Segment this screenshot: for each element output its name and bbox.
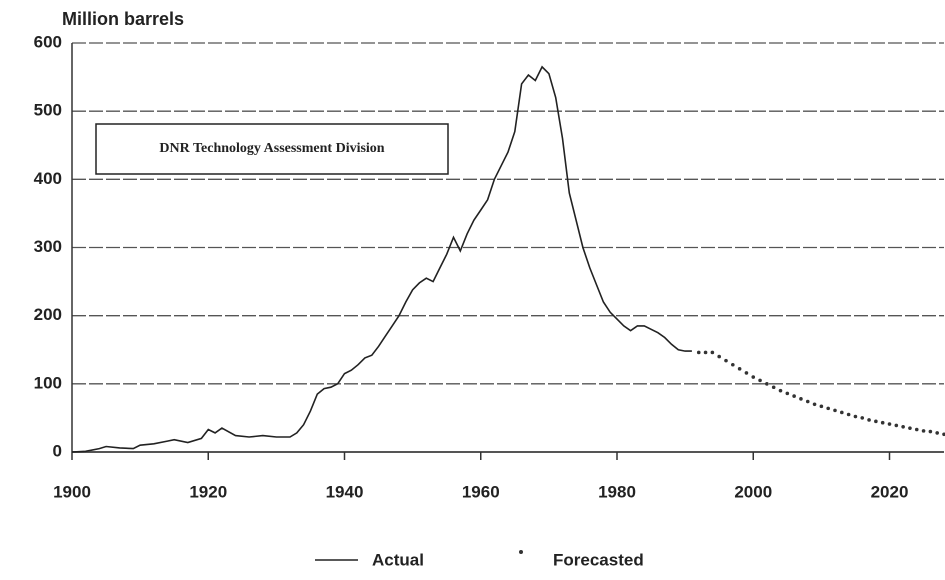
forecast-point bbox=[880, 420, 885, 425]
forecast-point bbox=[703, 350, 708, 355]
forecast-point bbox=[737, 367, 742, 371]
annotation-box bbox=[95, 123, 449, 175]
annotation: DNR Technology Assessment Division bbox=[159, 141, 384, 156]
forecast-point bbox=[853, 414, 858, 419]
forecast-point bbox=[812, 402, 817, 407]
y-tick-label: 200 bbox=[34, 305, 62, 324]
forecast-point bbox=[840, 410, 844, 415]
x-tick-label: 1920 bbox=[189, 482, 227, 501]
y-tick-label: 500 bbox=[34, 101, 62, 120]
x-tick-label: 1940 bbox=[326, 482, 364, 501]
actual-line bbox=[71, 65, 692, 453]
x-tick-label: 1980 bbox=[598, 482, 636, 501]
forecast-point bbox=[846, 412, 851, 417]
forecast-point bbox=[785, 391, 790, 396]
y-tick-label: 600 bbox=[34, 32, 62, 51]
forecast-point bbox=[724, 358, 728, 363]
forecast-point bbox=[833, 408, 837, 413]
forecast-point bbox=[805, 399, 810, 404]
forecast-point bbox=[894, 423, 899, 428]
forecast-point bbox=[696, 350, 701, 355]
forecast-point bbox=[867, 418, 871, 422]
forecast-point bbox=[921, 429, 926, 433]
y-tick-label: 0 bbox=[53, 441, 62, 460]
forecast-point bbox=[887, 422, 892, 426]
forecast-point bbox=[942, 432, 945, 437]
x-tick-label: 1900 bbox=[53, 482, 91, 501]
legend-marker bbox=[519, 550, 523, 554]
forecast-point bbox=[765, 382, 769, 386]
forecast-point bbox=[928, 429, 933, 434]
forecast-point bbox=[901, 424, 905, 429]
forecast-point bbox=[914, 427, 919, 432]
forecast-point bbox=[819, 404, 824, 409]
forecast-point bbox=[792, 394, 796, 398]
legend-label: Actual bbox=[372, 550, 424, 569]
y-tick-label: 100 bbox=[34, 373, 62, 392]
forecast-point bbox=[799, 397, 803, 401]
forecast-point bbox=[908, 426, 912, 430]
forecast-point bbox=[758, 378, 762, 383]
forecast-point bbox=[771, 385, 776, 390]
forecast-point bbox=[935, 431, 939, 435]
y-axis-label: Million barrels bbox=[62, 9, 184, 29]
forecast-point bbox=[717, 354, 721, 359]
forecast-point bbox=[874, 419, 878, 424]
forecast-point bbox=[860, 416, 865, 420]
forecast-point bbox=[751, 375, 756, 379]
x-tick-label: 2000 bbox=[734, 482, 772, 501]
y-tick-label: 300 bbox=[34, 237, 62, 256]
forecast-point bbox=[710, 350, 715, 355]
x-tick-label: 2020 bbox=[871, 482, 909, 501]
x-tick-label: 1960 bbox=[462, 482, 500, 501]
forecast-point bbox=[731, 362, 735, 367]
forecast-point bbox=[826, 406, 830, 411]
legend-label: Forecasted bbox=[553, 550, 644, 569]
y-tick-label: 400 bbox=[34, 169, 62, 188]
forecast-point bbox=[778, 388, 783, 393]
forecast-point bbox=[744, 371, 749, 375]
